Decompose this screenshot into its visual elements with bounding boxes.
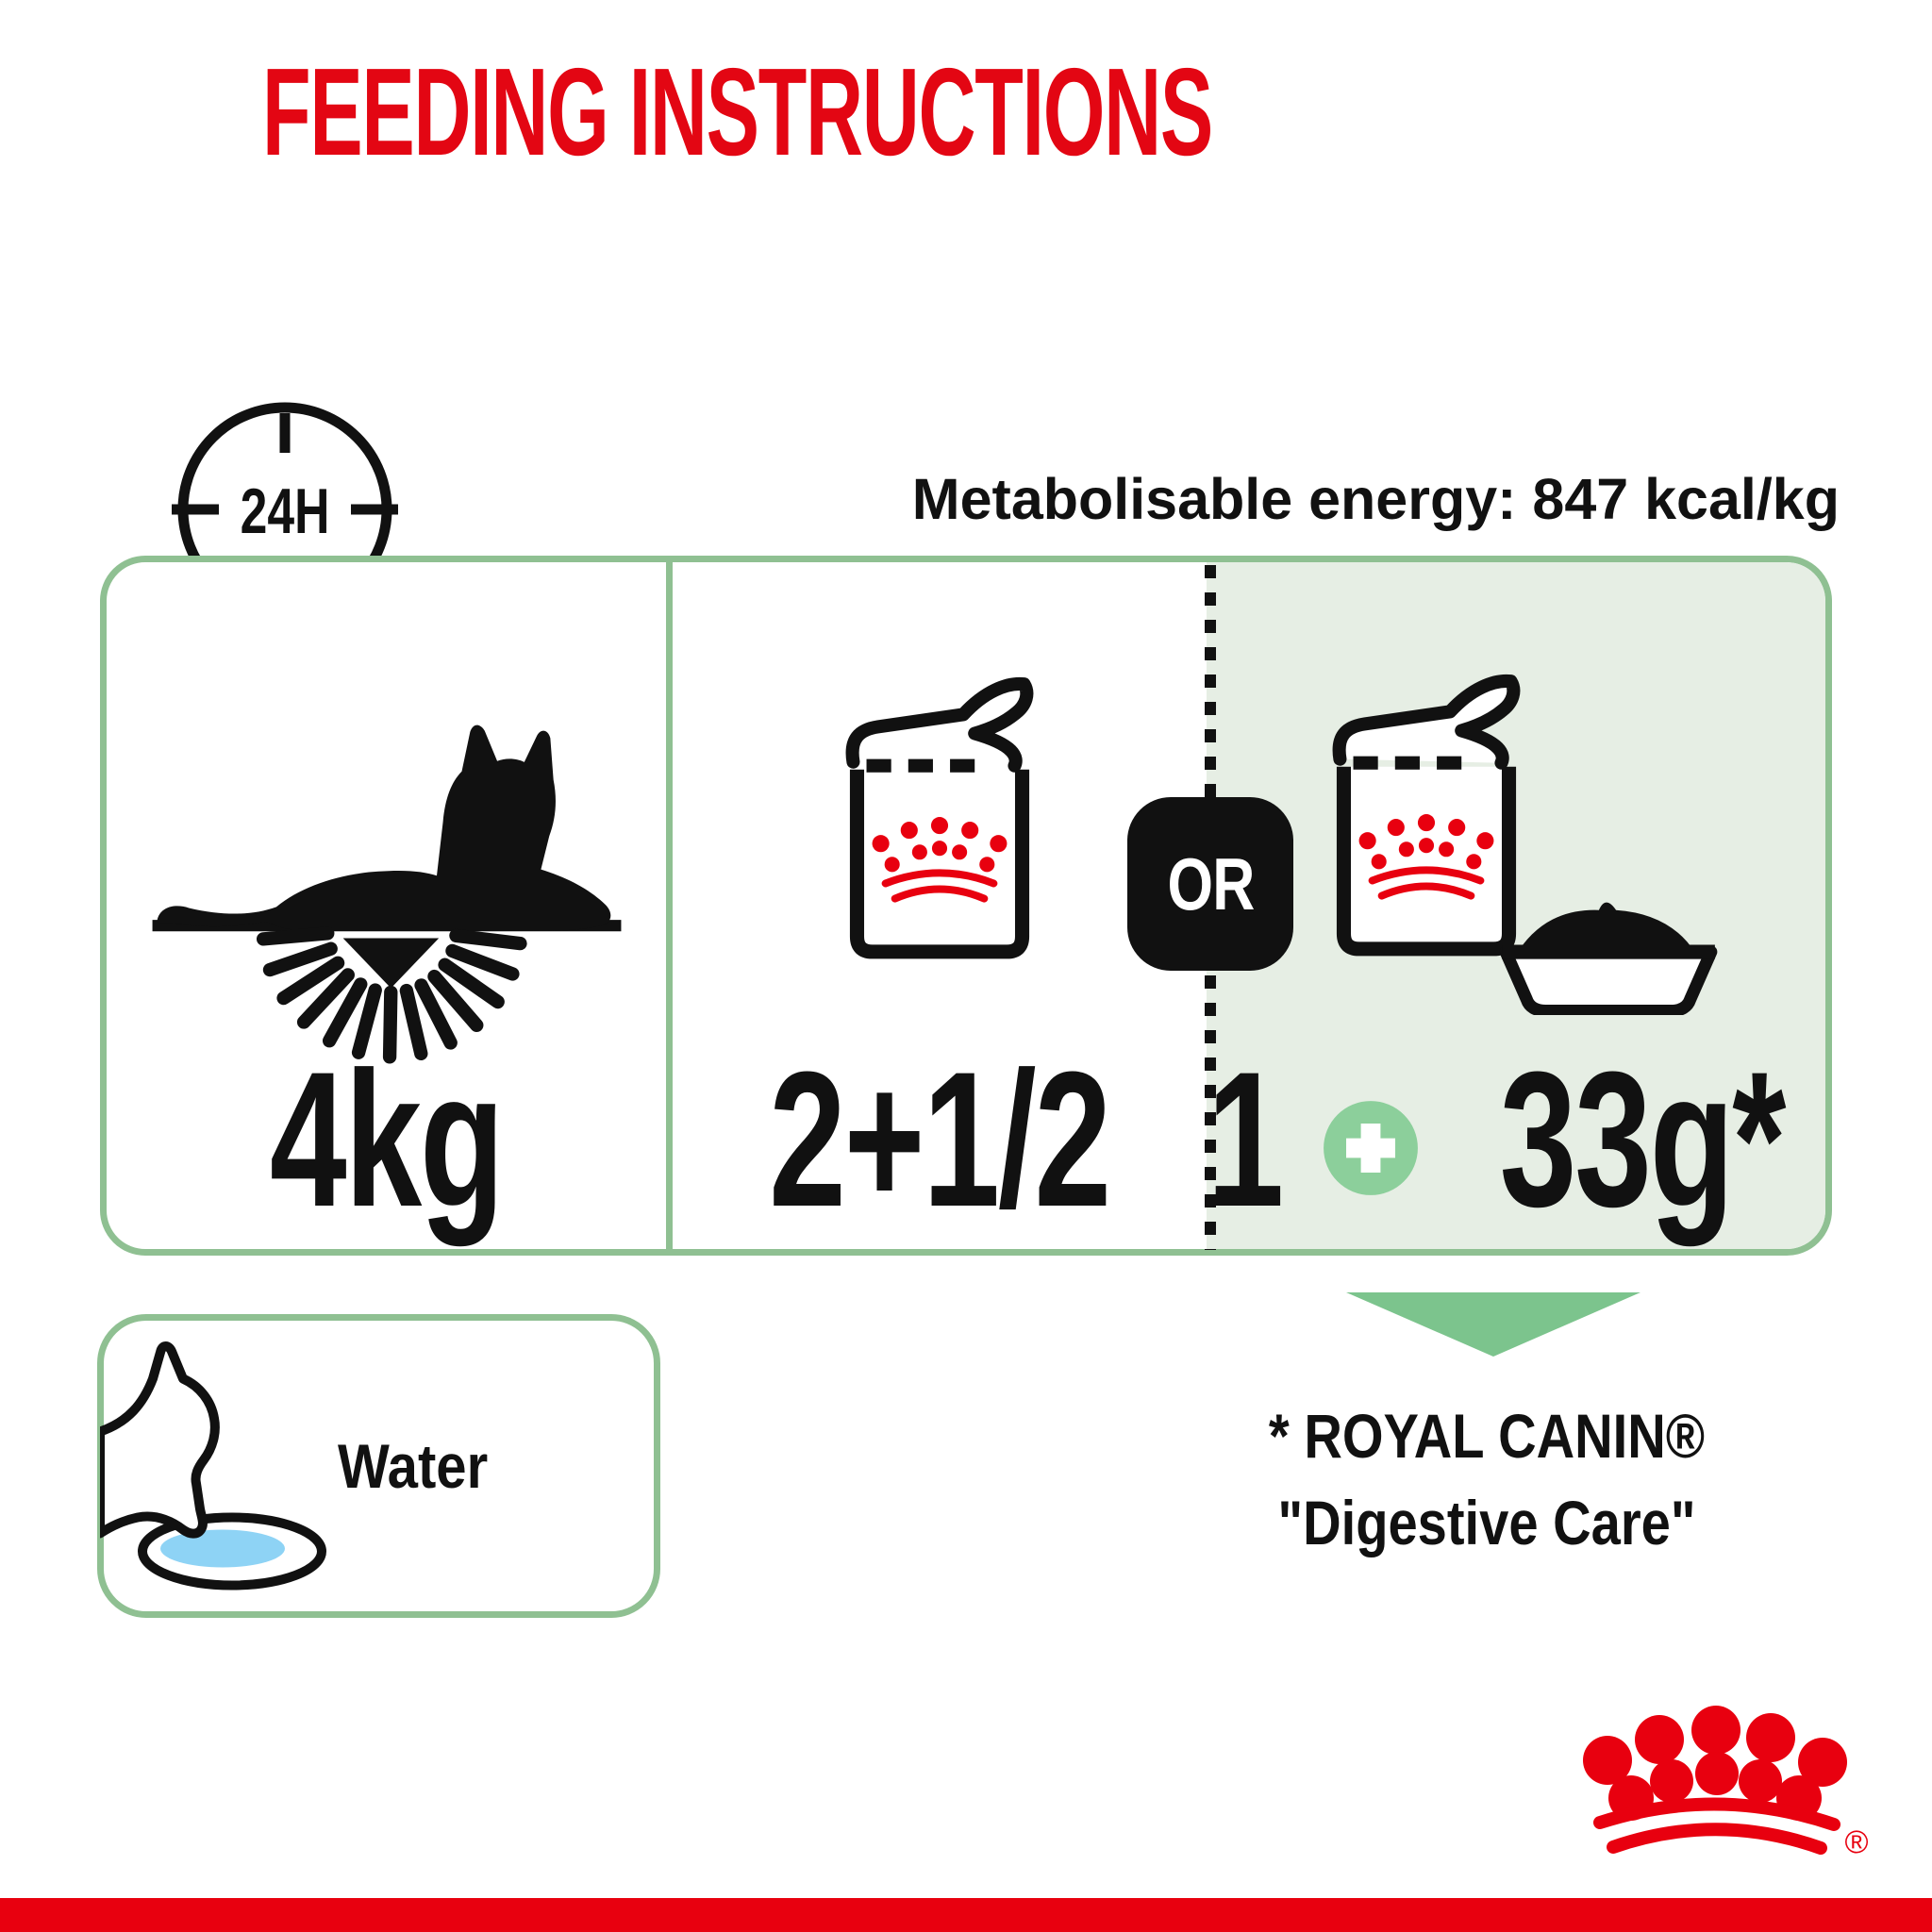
water-box: Water [97, 1314, 660, 1618]
mixed-feeding-values: 1 33g* [1207, 1043, 1825, 1236]
page-title: FEEDING INSTRUCTIONS [262, 42, 1213, 181]
metabolisable-energy-note: Metabolisable energy: 847 kcal/kg [911, 467, 1840, 531]
clock-24h-label: 24H [240, 475, 330, 547]
feeding-table: 4kg 2+1/2 1 [100, 556, 1832, 1256]
footnote: * ROYAL CANIN® "Digestive Care" [1175, 1392, 1798, 1566]
food-pouch-icon [840, 656, 1040, 969]
wet-food-only-cell: 2+1/2 [673, 562, 1207, 1249]
mixed-feeding-icons [1326, 653, 1747, 1021]
food-bowl-icon [1499, 902, 1718, 1015]
footnote-line2: "Digestive Care" [1277, 1488, 1696, 1557]
water-label: Water [338, 1431, 489, 1501]
royal-canin-crown-logo: ® [1583, 1706, 1869, 1860]
cat-weight-value: 4kg [270, 1032, 505, 1247]
or-badge-label: OR [1167, 841, 1255, 925]
mixed-dry-value: 33g* [1499, 1032, 1786, 1247]
bottom-red-bar [0, 1898, 1932, 1932]
table-divider [666, 562, 673, 1249]
or-badge: OR [1127, 797, 1293, 971]
cat-lying-icon [152, 724, 621, 1064]
registered-mark: ® [1844, 1824, 1868, 1860]
arrow-down-icon [1346, 1292, 1641, 1357]
plus-icon [1323, 1101, 1418, 1195]
wet-food-only-value: 2+1/2 [769, 1032, 1112, 1247]
mixed-wet-value: 1 [1207, 1032, 1285, 1247]
clock-24h-icon [172, 402, 398, 558]
cat-drinking-icon [100, 1341, 326, 1591]
cat-weight-cell: 4kg [107, 562, 666, 1249]
mixed-feeding-cell: 1 33g* [1207, 562, 1825, 1249]
footnote-line1: * ROYAL CANIN® [1268, 1401, 1706, 1471]
